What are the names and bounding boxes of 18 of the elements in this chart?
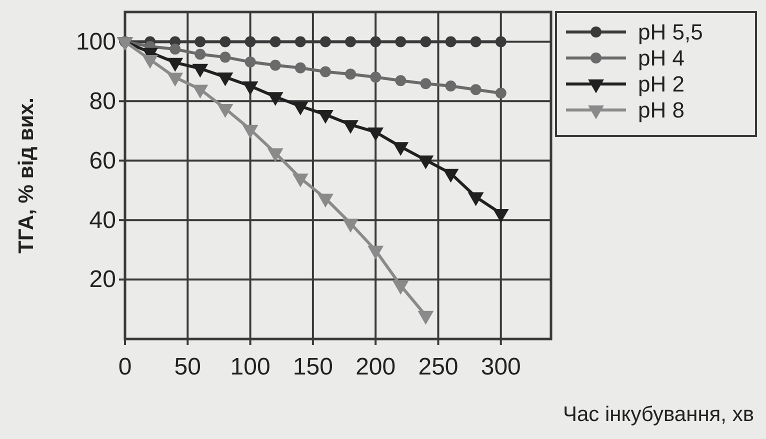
x-tick-label: 150 — [292, 353, 333, 380]
x-tick-label: 50 — [174, 353, 201, 380]
y-tick-label: 20 — [89, 266, 116, 294]
x-tick-label: 200 — [356, 353, 396, 380]
y-tick-label: 40 — [89, 206, 116, 234]
x-axis-title: Час інкубування, хв — [563, 403, 754, 426]
y-tick-label: 80 — [89, 88, 116, 115]
x-tick-label: 100 — [230, 353, 270, 380]
legend-label: pH 8 — [638, 98, 684, 123]
y-tick-label: 100 — [76, 28, 116, 56]
y-tick-label: 60 — [89, 147, 116, 174]
legend-label: pH 5,5 — [638, 20, 703, 45]
x-tick-label: 250 — [418, 353, 458, 380]
x-tick-label: 0 — [118, 353, 132, 380]
legend-label: pH 2 — [638, 72, 684, 97]
x-tick-label: 300 — [480, 353, 521, 380]
y-axis-title: ТГА, % від вих. — [15, 98, 38, 254]
legend-label: pH 4 — [638, 46, 684, 71]
